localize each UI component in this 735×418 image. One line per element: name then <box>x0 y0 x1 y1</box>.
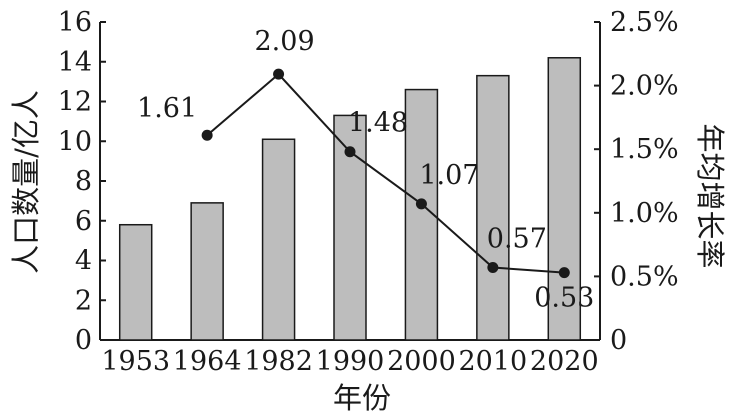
growth-point <box>558 267 570 279</box>
growth-point <box>415 198 427 210</box>
y-tick-label: 2 <box>75 285 92 316</box>
x-tick-label: 1953 <box>101 346 170 377</box>
x-tick-label: 1990 <box>316 346 385 377</box>
growth-point <box>487 261 499 273</box>
y-tick-label: 10 <box>58 126 92 157</box>
growth-data-label: 1.48 <box>348 108 408 139</box>
growth-point <box>273 68 285 80</box>
bar <box>547 57 582 341</box>
growth-data-label: 2.09 <box>255 26 315 57</box>
y2-tick-label: 0 <box>610 325 627 356</box>
y2-tick-label: 2.5% <box>610 7 679 38</box>
y-tick-label: 14 <box>58 47 92 78</box>
y2-tick-label: 1.0% <box>610 198 679 229</box>
growth-data-label: 1.61 <box>137 93 197 124</box>
bar <box>261 138 296 341</box>
x-tick-label: 2000 <box>387 346 456 377</box>
bar <box>476 74 510 341</box>
growth-line: 1.61 2.09 1.48 1.07 0.57 0.53 <box>137 26 594 313</box>
bar <box>404 88 439 341</box>
bar <box>118 223 153 341</box>
x-tick-label: 1982 <box>244 346 313 377</box>
x-axis-label: 年份 <box>333 381 391 415</box>
bars <box>118 57 582 341</box>
y-tick-label: 4 <box>75 246 92 277</box>
x-tick-label: 1964 <box>173 346 242 377</box>
y2-tick-label: 1.5% <box>610 134 679 165</box>
growth-data-label: 0.57 <box>487 223 547 254</box>
y2-tick-label: 2.0% <box>610 71 679 102</box>
growth-data-label: 0.53 <box>534 283 594 314</box>
growth-line-path <box>206 72 565 274</box>
y-axis-label: 人口数量/亿人 <box>9 90 43 274</box>
growth-data-label: 1.07 <box>419 160 479 191</box>
growth-point <box>201 129 213 141</box>
x-tick-label: 2010 <box>458 346 527 377</box>
bar <box>190 202 224 341</box>
y-tick-label: 12 <box>58 87 92 118</box>
y-tick-label: 8 <box>75 166 92 197</box>
y-tick-label: 16 <box>58 7 92 38</box>
x-tick-label: 2020 <box>530 346 599 377</box>
y-tick-label: 0 <box>75 325 92 356</box>
growth-point <box>344 146 356 158</box>
y2-tick-label: 0.5% <box>610 261 679 292</box>
y-tick-label: 6 <box>75 206 92 237</box>
y2-axis-label: 年均增长率 <box>693 123 727 268</box>
